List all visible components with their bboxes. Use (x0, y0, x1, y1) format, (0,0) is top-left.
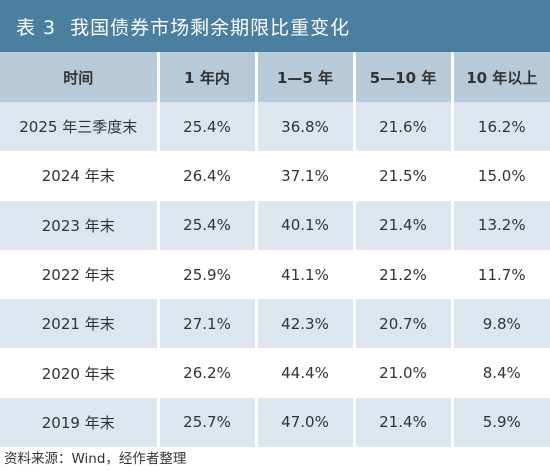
table-row: 2024 年末 26.4% 37.1% 21.5% 15.0% (0, 151, 550, 201)
cell-value: 21.4% (352, 397, 452, 448)
cell-value: 37.1% (254, 151, 354, 201)
cell-value: 25.4% (156, 102, 256, 152)
cell-value: 25.4% (156, 200, 256, 250)
cell-period: 2022 年末 (41, 266, 115, 285)
cell-value: 20.7% (352, 299, 452, 349)
table-row: 2025 年三季度末 25.4% 36.8% 21.6% 16.2% (0, 102, 550, 152)
table-title-bar: 表 3 我国债券市场剩余期限比重变化 (0, 0, 550, 52)
table-row: 2020 年末 26.2% 44.4% 21.0% 8.4% (0, 348, 550, 398)
cell-value: 5.9% (450, 397, 550, 448)
cell-value: 26.4% (156, 151, 256, 201)
cell-value: 36.8% (254, 102, 354, 152)
table-row: 2022 年末 25.9% 41.1% 21.2% 11.7% (0, 249, 550, 300)
cell-value: 25.9% (156, 249, 256, 300)
cell-period: 2023 年末 (41, 216, 115, 235)
cell-value: 13.2% (450, 200, 550, 250)
data-table: 时间 1 年内 1—5 年 5—10 年 10 年以上 2025 年三季度末 2… (0, 52, 550, 448)
column-header-within-1y: 1 年内 (156, 52, 256, 102)
cell-value: 8.4% (450, 348, 550, 398)
column-header-1-5y: 1—5 年 (254, 52, 354, 102)
cell-value: 41.1% (254, 249, 354, 300)
cell-value: 21.6% (352, 102, 452, 152)
cell-period: 2021 年末 (41, 315, 115, 334)
table-number: 表 3 (16, 16, 57, 39)
cell-period: 2025 年三季度末 (19, 118, 138, 137)
table-row: 2021 年末 27.1% 42.3% 20.7% 9.8% (0, 299, 550, 349)
cell-value: 21.0% (352, 348, 452, 398)
cell-period: 2019 年末 (41, 413, 115, 432)
cell-value: 21.2% (352, 249, 452, 300)
source-note: 资料来源：Wind，经作者整理 (4, 451, 187, 467)
cell-value: 21.4% (352, 200, 452, 250)
cell-value: 27.1% (156, 299, 256, 349)
cell-value: 40.1% (254, 200, 354, 250)
cell-value: 16.2% (450, 102, 550, 152)
cell-value: 15.0% (450, 151, 550, 201)
cell-value: 26.2% (156, 348, 256, 398)
cell-value: 25.7% (156, 397, 256, 448)
table-row: 2023 年末 25.4% 40.1% 21.4% 13.2% (0, 200, 550, 250)
table-title: 我国债券市场剩余期限比重变化 (70, 16, 351, 39)
column-header-5-10y: 5—10 年 (352, 52, 452, 102)
table-row: 2019 年末 25.7% 47.0% 21.4% 5.9% (0, 397, 550, 448)
cell-value: 11.7% (450, 249, 550, 300)
column-header-over-10y: 10 年以上 (450, 52, 550, 102)
cell-value: 47.0% (254, 397, 354, 448)
column-header-time: 时间 (63, 68, 94, 87)
cell-value: 21.5% (352, 151, 452, 201)
cell-value: 42.3% (254, 299, 354, 349)
cell-period: 2020 年末 (41, 364, 115, 383)
header-row: 时间 1 年内 1—5 年 5—10 年 10 年以上 (0, 52, 550, 102)
cell-period: 2024 年末 (41, 167, 115, 186)
cell-value: 44.4% (254, 348, 354, 398)
cell-value: 9.8% (450, 299, 550, 349)
